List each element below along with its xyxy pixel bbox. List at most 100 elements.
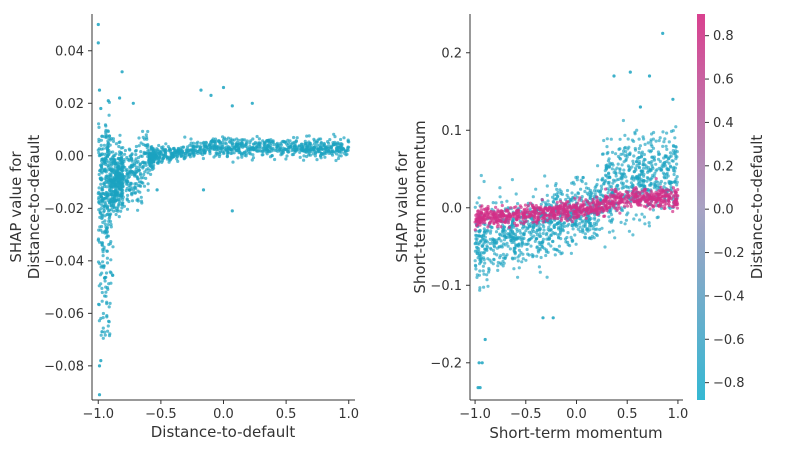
left-point: [106, 99, 110, 103]
left-point: [250, 101, 254, 105]
left-point: [237, 138, 241, 142]
right-point-cyan: [483, 261, 487, 265]
left-point: [280, 152, 284, 156]
right-point-cyan: [654, 162, 658, 166]
left-point: [284, 157, 288, 161]
right-point-magenta: [572, 217, 576, 221]
left-point: [186, 145, 190, 149]
right-point-cyan: [634, 168, 638, 172]
right-point-cyan: [498, 186, 502, 190]
left-point: [158, 155, 162, 159]
left-point: [263, 141, 267, 145]
right-point-cyan: [674, 149, 678, 153]
left-point: [111, 200, 115, 204]
left-point: [134, 153, 138, 157]
right-point-cyan: [473, 242, 477, 246]
right-point-magenta: [566, 212, 570, 216]
left-point: [160, 160, 164, 164]
left-point: [244, 141, 248, 145]
right-point-magenta: [584, 216, 588, 220]
left-point: [116, 163, 120, 167]
right-point-cyan: [632, 154, 636, 158]
right-point-magenta: [541, 220, 546, 224]
left-point: [119, 151, 123, 155]
right-point-magenta: [588, 210, 592, 214]
right-point-cyan: [549, 233, 553, 237]
right-point-cyan: [502, 228, 506, 232]
right-point-cyan: [498, 195, 502, 199]
left-point: [141, 166, 145, 170]
right-point-magenta: [545, 218, 549, 223]
right-point-magenta: [603, 204, 607, 208]
right-point-cyan: [478, 386, 482, 390]
right-point-magenta: [640, 197, 645, 201]
left-point: [305, 134, 309, 138]
right-point-magenta: [591, 197, 595, 201]
right-point-magenta: [543, 206, 548, 210]
left-point: [240, 141, 244, 145]
right-point-magenta: [654, 190, 658, 195]
right-point-cyan: [673, 136, 677, 140]
right-point-magenta: [540, 198, 544, 202]
right-point-cyan: [625, 185, 630, 189]
left-point: [97, 125, 101, 129]
right-point-magenta: [514, 205, 518, 209]
right-point-magenta: [594, 206, 599, 210]
right-point-cyan: [519, 231, 523, 235]
right-point-cyan: [645, 179, 649, 183]
right-point-cyan: [481, 244, 485, 248]
right-point-cyan: [485, 228, 489, 232]
right-point-cyan: [664, 144, 668, 148]
left-point: [105, 302, 109, 306]
left-point: [143, 161, 147, 165]
right-point-cyan: [570, 238, 574, 242]
right-point-cyan: [659, 179, 664, 184]
right-point-cyan: [500, 200, 504, 204]
right-point-cyan: [521, 226, 525, 230]
left-point: [217, 140, 221, 144]
left-point: [142, 184, 147, 188]
right-point-cyan: [608, 161, 612, 165]
right-point-magenta: [662, 206, 666, 211]
right-point-magenta: [492, 212, 497, 216]
right-point-magenta: [531, 220, 535, 224]
left-point: [103, 177, 107, 181]
right-point-cyan: [488, 241, 492, 246]
right-point-cyan: [493, 252, 497, 256]
right-point-cyan: [485, 240, 489, 244]
right-point-magenta: [473, 228, 477, 232]
right-point-cyan: [583, 189, 587, 194]
right-point-cyan: [513, 252, 517, 256]
left-point: [338, 145, 342, 149]
left-point: [125, 170, 130, 174]
left-point: [97, 197, 101, 201]
right-point-cyan: [670, 159, 674, 163]
right-point-cyan: [501, 259, 505, 263]
right-point-cyan: [642, 178, 646, 183]
right-point-cyan: [574, 175, 578, 180]
right-point-cyan: [634, 213, 638, 217]
left-point: [109, 137, 113, 141]
right-point-cyan: [629, 181, 634, 185]
left-point: [240, 155, 244, 159]
right-point-cyan: [656, 215, 660, 219]
right-point-magenta: [561, 201, 565, 205]
left-point: [300, 142, 304, 146]
right-point-magenta: [674, 202, 678, 206]
left-point: [107, 168, 111, 172]
right-point-magenta: [519, 221, 523, 225]
right-point-cyan: [620, 186, 624, 190]
right-y-tick-label: 0.2: [441, 46, 462, 61]
right-point-cyan: [640, 183, 644, 187]
left-point: [109, 189, 113, 194]
left-point: [107, 201, 111, 205]
right-point-cyan: [637, 137, 641, 141]
left-point: [253, 140, 257, 145]
right-point-cyan: [671, 152, 676, 156]
left-point: [334, 152, 339, 156]
left-point: [130, 193, 134, 197]
right-point-cyan: [578, 221, 582, 225]
right-point-cyan: [479, 239, 483, 243]
right-point-cyan: [658, 159, 662, 163]
right-point-cyan: [610, 167, 614, 171]
